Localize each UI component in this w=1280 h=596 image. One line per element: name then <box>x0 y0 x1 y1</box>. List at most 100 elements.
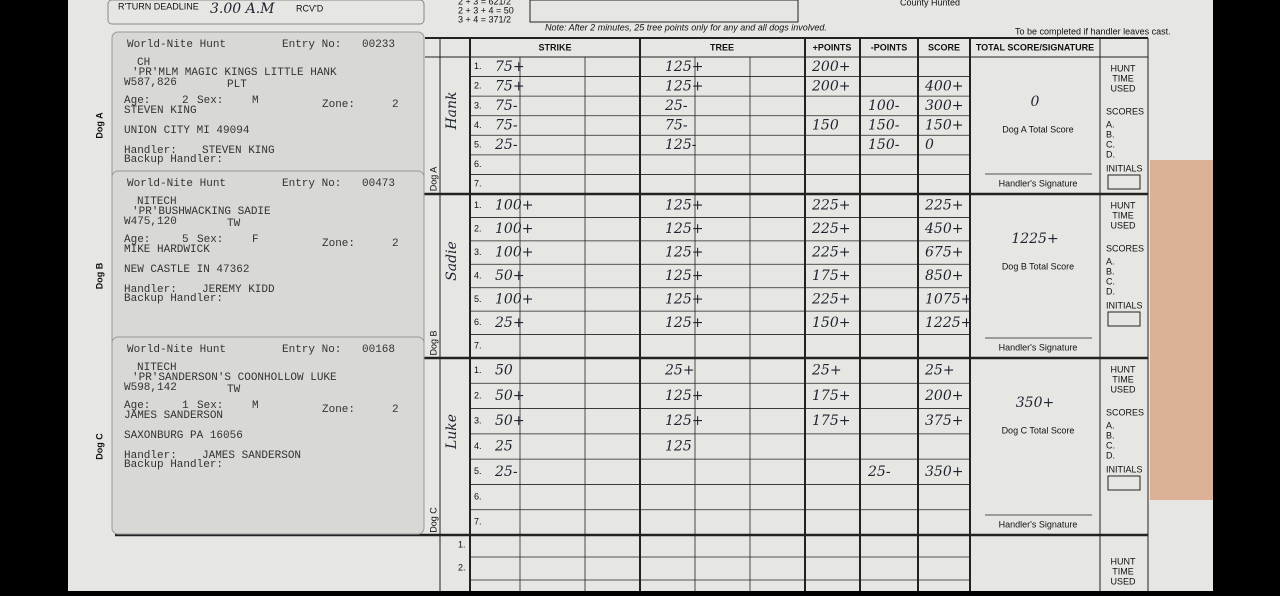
label: Zone: <box>322 99 355 111</box>
row-number: 2. <box>458 562 466 572</box>
label: CH <box>137 57 150 69</box>
row-number: 5. <box>474 466 482 476</box>
handwritten-entry: 100+ <box>495 245 533 261</box>
label: Entry No: <box>282 39 341 51</box>
label: Backup Handler: <box>124 293 223 305</box>
handwritten: 3.00 A.M <box>210 1 275 17</box>
label: 3 + 4 = 371/2 <box>458 14 511 24</box>
handwritten-entry: 25+ <box>494 315 525 331</box>
dog-label: Dog B <box>94 262 104 289</box>
handwritten-entry: 400+ <box>924 78 963 94</box>
handwritten-entry: 150+ <box>925 118 963 134</box>
row-number: 1. <box>474 200 482 210</box>
row-number: 6. <box>474 491 482 501</box>
handwritten-entry: 25- <box>494 137 518 153</box>
side-label: USED <box>1110 576 1136 586</box>
side-label: INITIALS <box>1106 163 1143 173</box>
handwritten-entry: 125 <box>665 439 692 455</box>
label: Entry No: <box>282 178 341 190</box>
dog-label: Dog A <box>94 112 104 139</box>
handwritten-entry: 125+ <box>665 221 703 237</box>
label: 1 <box>182 400 189 412</box>
handwritten-entry: 375+ <box>925 413 963 429</box>
label: R'TURN DEADLINE <box>118 1 199 11</box>
row-number: 3. <box>474 100 482 110</box>
handwritten-entry: 350+ <box>925 464 963 480</box>
handwritten-entry: 200+ <box>924 388 963 404</box>
handwritten-entry: 25- <box>494 464 518 480</box>
column-header: TREE <box>710 42 734 52</box>
handwritten-entry: 450+ <box>924 221 963 237</box>
handwritten-total: 0 <box>1031 94 1040 110</box>
handwritten-entry: 150- <box>868 137 900 153</box>
signature-label: Handler's Signature <box>999 342 1078 352</box>
total-label: Dog A Total Score <box>1002 124 1073 134</box>
column-header: STRIKE <box>538 42 571 52</box>
handwritten-entry: 100+ <box>495 221 533 237</box>
handwritten-entry: 25+ <box>811 363 842 379</box>
side-label: A. <box>1106 420 1115 430</box>
label: PLT <box>227 79 247 91</box>
handwritten-entry: 50+ <box>495 268 525 284</box>
handwritten-total: 350+ <box>1016 395 1054 411</box>
side-label: INITIALS <box>1106 464 1143 474</box>
handwritten-entry: 300+ <box>925 98 963 114</box>
side-label: D. <box>1106 450 1115 460</box>
entry-card <box>111 336 425 535</box>
label: Age: <box>124 400 150 412</box>
handwritten-total: 1225+ <box>1011 231 1058 247</box>
handwritten-entry: 50+ <box>495 388 525 404</box>
side-label: A. <box>1106 256 1115 266</box>
handwritten-entry: 125+ <box>665 78 703 94</box>
handwritten-entry: 25+ <box>664 363 695 379</box>
row-number: 7. <box>474 179 482 189</box>
label: World-Nite Hunt <box>127 178 226 190</box>
row-number: 3. <box>474 247 482 257</box>
handwritten-entry: 100+ <box>495 291 533 307</box>
handwritten-entry: 100- <box>868 98 900 114</box>
label: SAXONBURG PA 16056 <box>124 430 243 442</box>
handwritten-entry: 675+ <box>925 245 963 261</box>
side-label: B. <box>1106 430 1115 440</box>
handwritten-entry: 25 <box>494 439 513 455</box>
label: Entry No: <box>282 344 341 356</box>
row-number: 5. <box>474 294 482 304</box>
total-label: Dog B Total Score <box>1002 261 1074 271</box>
side-label: USED <box>1110 384 1136 394</box>
handwritten-name: Luke <box>444 414 460 450</box>
side-label: SCORES <box>1106 407 1144 417</box>
label: County Hunted <box>900 0 960 7</box>
side-label: A. <box>1106 119 1115 129</box>
row-number: 7. <box>474 517 482 527</box>
label: MIKE HARDWICK <box>124 244 210 256</box>
handwritten-entry: 850+ <box>925 268 963 284</box>
row-number: 2. <box>474 390 482 400</box>
label: 2 + 3 = 621/2 <box>458 0 511 6</box>
side-label: TIME <box>1112 566 1134 576</box>
label: JEREMY KIDD <box>202 284 275 296</box>
label: M <box>252 95 259 107</box>
label: Age: <box>124 234 150 246</box>
handwritten-entry: 125+ <box>665 413 703 429</box>
handwritten-entry: 175+ <box>812 413 850 429</box>
side-label: HUNT <box>1111 63 1136 73</box>
handwritten-entry: 25- <box>867 464 891 480</box>
hand <box>1150 160 1213 500</box>
side-label: SCORES <box>1106 106 1144 116</box>
handwritten-entry: 150- <box>868 118 900 134</box>
side-label: HUNT <box>1111 200 1136 210</box>
handwritten-entry: 125+ <box>665 315 703 331</box>
row-number: 1. <box>474 61 482 71</box>
handwritten-entry: 225+ <box>811 245 850 261</box>
handwritten-entry: 225+ <box>811 291 850 307</box>
column-header: SCORE <box>928 42 960 52</box>
side-label: B. <box>1106 129 1115 139</box>
side-label: C. <box>1106 440 1115 450</box>
initials-box <box>1107 311 1141 327</box>
label: Sex: <box>197 95 223 107</box>
handwritten-entry: 125+ <box>665 198 703 214</box>
label: RCV'D <box>296 3 324 13</box>
label: JAMES SANDERSON <box>202 450 301 462</box>
label: Handler: <box>124 145 177 157</box>
label: To be completed if handler leaves cast. <box>1015 26 1171 36</box>
